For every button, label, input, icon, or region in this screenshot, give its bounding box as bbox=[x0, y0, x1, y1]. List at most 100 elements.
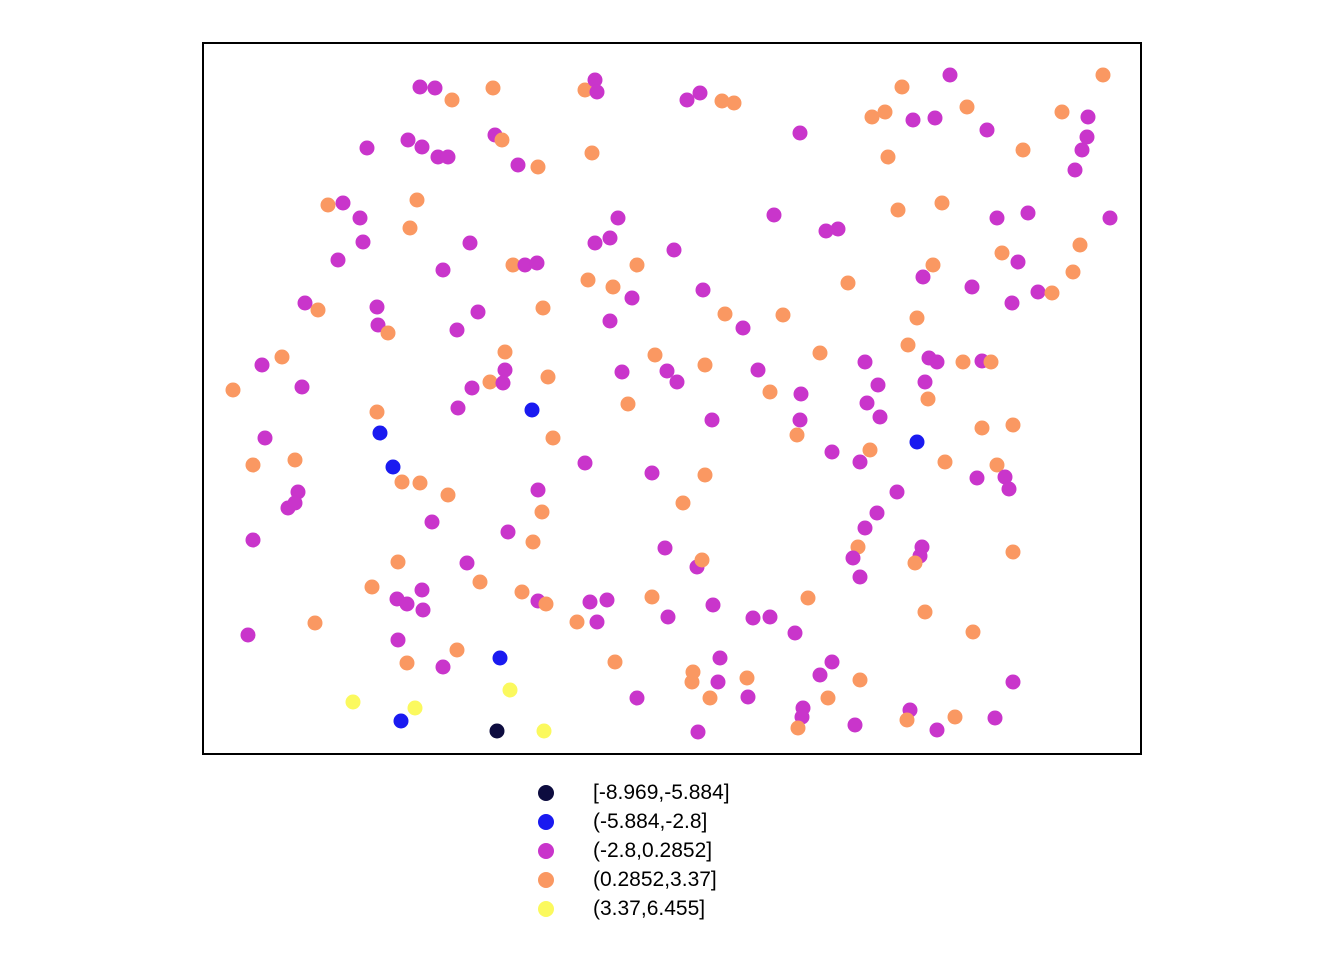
data-point bbox=[684, 674, 700, 690]
data-point bbox=[830, 221, 846, 237]
data-point bbox=[1005, 417, 1021, 433]
data-point bbox=[359, 140, 375, 156]
data-point bbox=[489, 723, 505, 739]
data-point bbox=[629, 690, 645, 706]
data-point bbox=[602, 313, 618, 329]
data-point bbox=[862, 442, 878, 458]
data-point bbox=[964, 279, 980, 295]
data-point bbox=[614, 364, 630, 380]
legend-row: (-5.884,-2.8] bbox=[538, 807, 730, 836]
data-point bbox=[629, 257, 645, 273]
data-point bbox=[245, 457, 261, 473]
data-point bbox=[399, 655, 415, 671]
data-point bbox=[529, 255, 545, 271]
data-point bbox=[1005, 544, 1021, 560]
data-point bbox=[545, 430, 561, 446]
data-point bbox=[909, 434, 925, 450]
legend-marker-icon bbox=[538, 813, 554, 830]
data-point bbox=[525, 534, 541, 550]
data-point bbox=[412, 79, 428, 95]
data-point bbox=[427, 80, 443, 96]
data-point bbox=[352, 210, 368, 226]
data-point bbox=[824, 444, 840, 460]
data-point bbox=[792, 412, 808, 428]
data-point bbox=[907, 555, 923, 571]
data-point bbox=[989, 457, 1005, 473]
scatter-points bbox=[204, 44, 1140, 753]
data-point bbox=[899, 712, 915, 728]
data-point bbox=[464, 380, 480, 396]
legend-label: (0.2852,3.37] bbox=[593, 868, 717, 891]
data-point bbox=[824, 654, 840, 670]
data-point bbox=[997, 469, 1013, 485]
data-point bbox=[989, 210, 1005, 226]
data-point bbox=[1044, 285, 1060, 301]
data-point bbox=[915, 269, 931, 285]
data-point bbox=[607, 654, 623, 670]
legend: [-8.969,-5.884] (-5.884,-2.8] (-2.8,0.2852… bbox=[538, 778, 730, 923]
legend-label: (3.37,6.455] bbox=[593, 897, 706, 920]
data-point bbox=[909, 310, 925, 326]
data-point bbox=[690, 724, 706, 740]
data-point bbox=[870, 377, 886, 393]
data-point bbox=[710, 674, 726, 690]
data-point bbox=[1095, 67, 1111, 83]
data-point bbox=[745, 610, 761, 626]
data-point bbox=[364, 579, 380, 595]
data-point bbox=[450, 400, 466, 416]
data-point bbox=[225, 382, 241, 398]
data-point bbox=[983, 354, 999, 370]
data-point bbox=[852, 672, 868, 688]
data-point bbox=[297, 295, 313, 311]
data-point bbox=[497, 344, 513, 360]
data-point bbox=[310, 302, 326, 318]
data-point bbox=[274, 349, 290, 365]
data-point bbox=[1054, 104, 1070, 120]
data-point bbox=[917, 374, 933, 390]
data-point bbox=[702, 690, 718, 706]
data-point bbox=[929, 354, 945, 370]
data-point bbox=[890, 202, 906, 218]
data-point bbox=[540, 369, 556, 385]
data-point bbox=[245, 532, 261, 548]
data-point bbox=[955, 354, 971, 370]
data-point bbox=[589, 614, 605, 630]
data-point bbox=[869, 505, 885, 521]
data-point bbox=[735, 320, 751, 336]
data-point bbox=[864, 109, 880, 125]
data-point bbox=[287, 452, 303, 468]
data-point bbox=[459, 555, 475, 571]
data-point bbox=[1080, 109, 1096, 125]
data-point bbox=[399, 596, 415, 612]
data-point bbox=[820, 690, 836, 706]
legend-label: (-2.8,0.2852] bbox=[593, 839, 713, 862]
data-point bbox=[872, 409, 888, 425]
data-point bbox=[407, 700, 423, 716]
legend-row: (0.2852,3.37] bbox=[538, 865, 730, 894]
data-point bbox=[587, 72, 603, 88]
data-point bbox=[1020, 205, 1036, 221]
data-point bbox=[1030, 284, 1046, 300]
data-point bbox=[929, 722, 945, 738]
data-point bbox=[485, 80, 501, 96]
data-point bbox=[514, 584, 530, 600]
data-point bbox=[524, 402, 540, 418]
data-point bbox=[675, 495, 691, 511]
data-point bbox=[599, 592, 615, 608]
data-point bbox=[307, 615, 323, 631]
data-point bbox=[877, 104, 893, 120]
data-point bbox=[394, 474, 410, 490]
data-point bbox=[818, 223, 834, 239]
data-point bbox=[580, 272, 596, 288]
data-point bbox=[1065, 264, 1081, 280]
data-point bbox=[766, 207, 782, 223]
data-point bbox=[577, 82, 593, 98]
data-point bbox=[1074, 142, 1090, 158]
data-point bbox=[679, 92, 695, 108]
data-point bbox=[393, 713, 409, 729]
data-point bbox=[775, 307, 791, 323]
data-point bbox=[449, 322, 465, 338]
data-point bbox=[505, 257, 521, 273]
data-point bbox=[414, 139, 430, 155]
data-point bbox=[917, 604, 933, 620]
